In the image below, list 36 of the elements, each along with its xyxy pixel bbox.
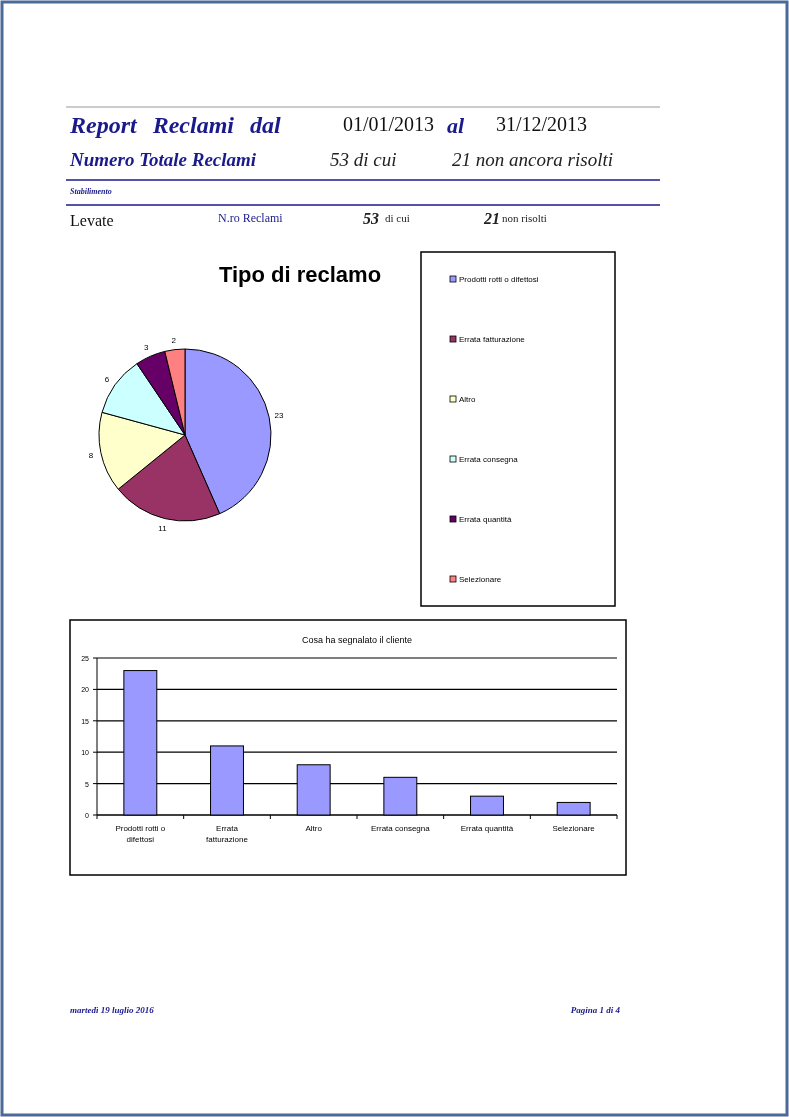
data-label: 2 (171, 335, 177, 345)
text: martedì 19 luglio 2016 (70, 1005, 155, 1015)
data-label: 6 (104, 375, 110, 385)
text: Tipo di reclamo (218, 262, 382, 287)
data-label: 23 (274, 411, 284, 421)
legend-label: Altro (459, 395, 476, 404)
x-tick-label: Errata quantità (460, 824, 514, 833)
chart-title: Cosa ha segnalato il cliente (301, 635, 413, 645)
text: di cui (385, 212, 410, 224)
text: N.ro Reclami (218, 211, 284, 225)
legend-label: Selezionare (459, 575, 502, 584)
text: 21 non ancora risolti (452, 149, 613, 170)
data-label: 11 (158, 524, 168, 534)
x-tick-label: Altro (305, 824, 323, 833)
text: Pagina 1 di 4 (570, 1005, 621, 1015)
text: 53 di cui (330, 149, 397, 170)
legend-label: Errata consegna (459, 455, 519, 464)
text: 21 (483, 210, 500, 227)
text: 53 (363, 210, 379, 227)
text: Levate (70, 212, 114, 229)
text: 01/01/2013 (343, 113, 435, 135)
x-tick-label: Errata fatturazione (206, 824, 249, 844)
data-label: 8 (88, 450, 94, 460)
text: Numero Totale Reclami (69, 149, 257, 170)
text: Stabilimento (70, 187, 112, 196)
legend-label: Errata quantità (459, 515, 513, 524)
text: al (447, 113, 465, 138)
x-tick-label: Errata consegna (370, 824, 431, 833)
x-tick-label: Selezionare (552, 824, 596, 833)
legend-label: Errata fatturazione (459, 335, 526, 344)
text: non risolti (502, 212, 547, 224)
legend-label: Prodotti rotti o difettosi (459, 275, 539, 284)
x-tick-label: Prodotti rotti o difettosi (115, 824, 166, 844)
data-label: 3 (144, 343, 150, 353)
text: 31/12/2013 (496, 113, 588, 135)
text: Report Reclami dal (69, 112, 281, 138)
